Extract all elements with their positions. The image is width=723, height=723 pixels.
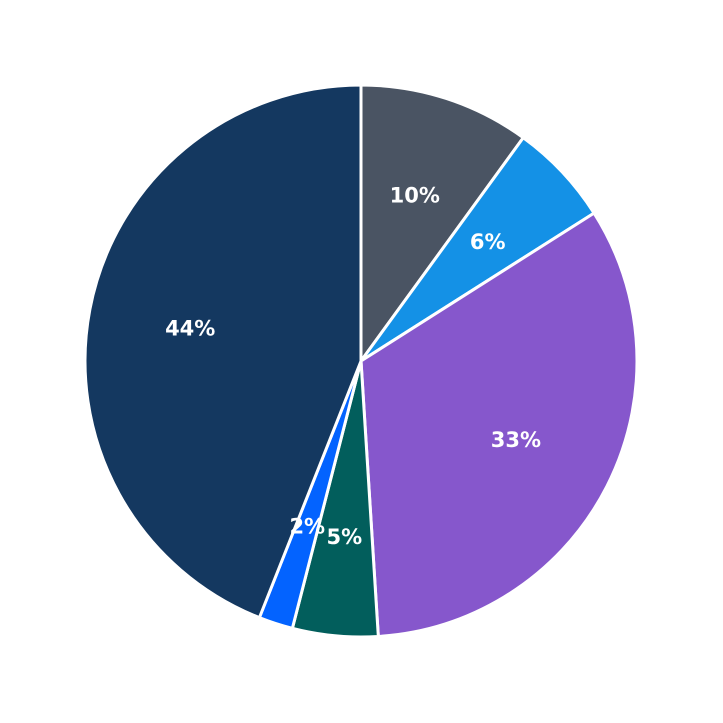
pie-slice-10pct — [359, 83, 525, 363]
slice-label: 5% — [327, 525, 363, 549]
slice-label: 2% — [289, 514, 325, 538]
pie-slice-33pct — [359, 211, 639, 638]
slice-label: 10% — [390, 184, 440, 208]
slice-label: 6% — [470, 230, 506, 254]
pie-labels: 10% 6% 33% 5%2% 44% — [165, 184, 541, 549]
pie-slice-44pct — [83, 83, 363, 620]
slice-label: 33% — [491, 428, 541, 452]
pie-slices — [83, 83, 639, 639]
slice-label: 44% — [165, 316, 215, 340]
